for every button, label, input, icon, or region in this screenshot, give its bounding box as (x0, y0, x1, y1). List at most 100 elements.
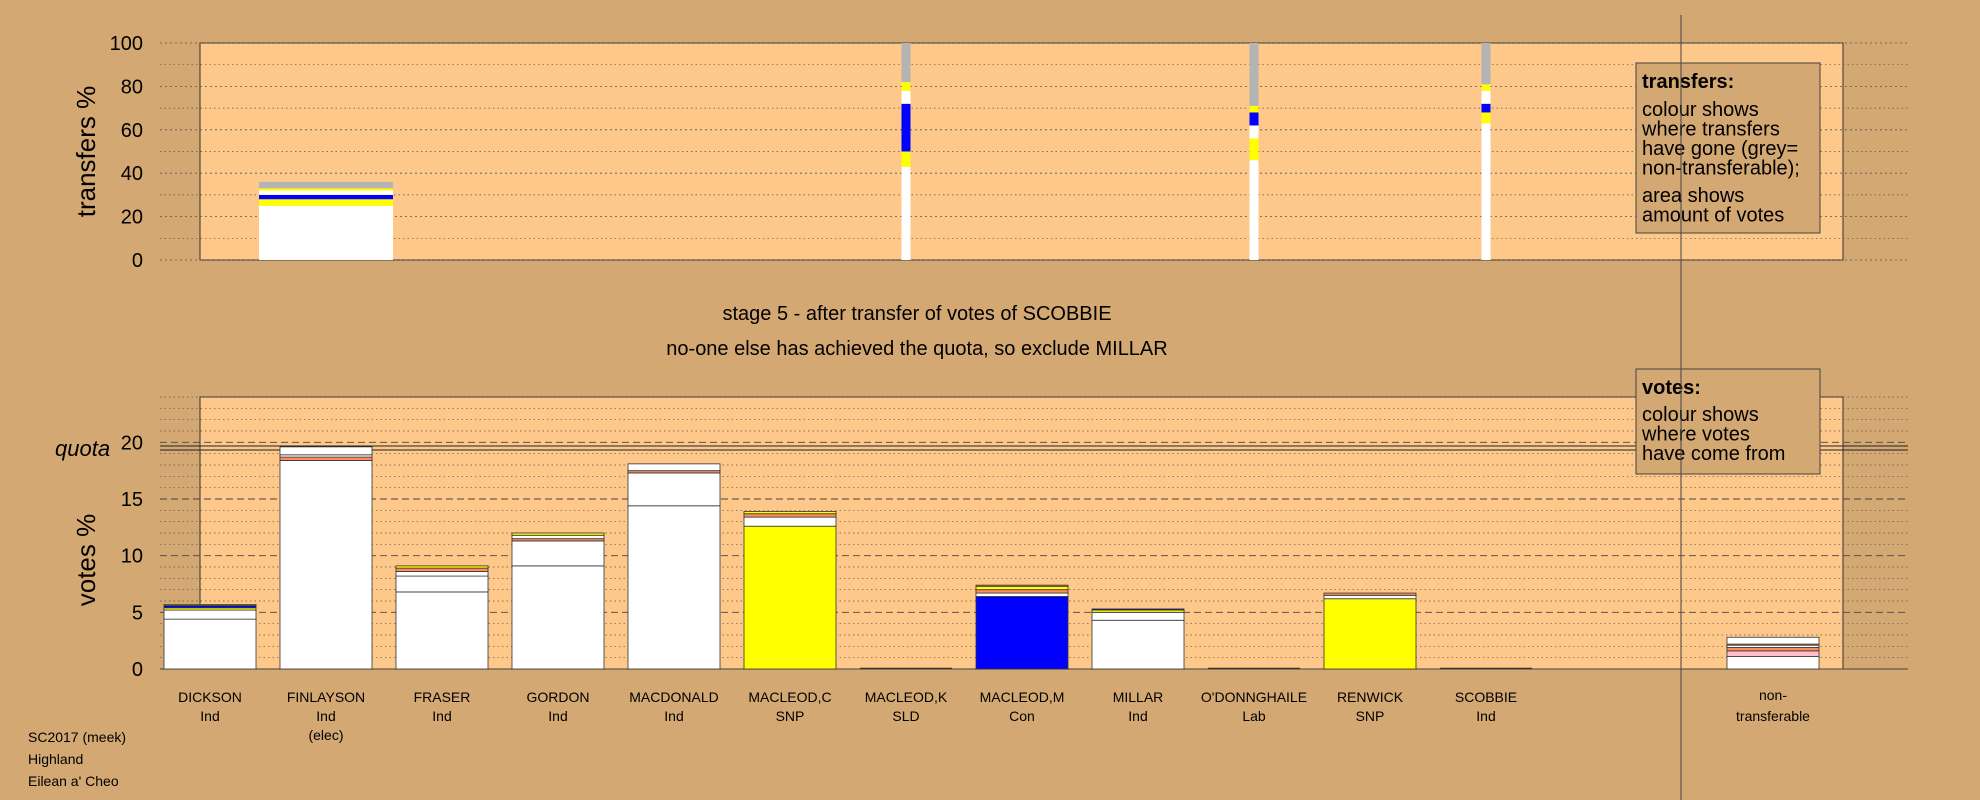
transfer-segment-scobbie (1481, 84, 1491, 91)
candidate-party-macleod-k: SLD (892, 708, 919, 724)
transfer-segment-scobbie (1481, 123, 1491, 260)
transfer-segment-macleod-k (901, 90, 911, 104)
candidate-party-dickson: Ind (200, 708, 219, 724)
transfers-y-axis-label: transfers % (71, 86, 101, 218)
votes-ytick-label: 15 (121, 489, 143, 511)
transfer-segment-o-donnghaile (1249, 105, 1259, 113)
candidate-name-scobbie: SCOBBIE (1455, 689, 1517, 705)
transfer-segment-scobbie (1481, 43, 1491, 85)
footer-line-1: SC2017 (meek) (28, 729, 126, 745)
candidate-name-gordon: GORDON (527, 689, 590, 705)
vote-bar-macleod-m-segment (975, 585, 1069, 591)
transfer-segment-macleod-k (901, 151, 911, 167)
transfers-legend-box (1635, 62, 1821, 234)
transfers-ytick-label: 60 (121, 120, 143, 142)
vote-bar-gordon-segment (511, 534, 605, 540)
vote-bar-gordon-segment (511, 565, 605, 670)
vote-bar-fraser-segment (395, 567, 489, 572)
transfer-segment-o-donnghaile (1249, 125, 1259, 139)
transfer-segment-o-donnghaile (1249, 160, 1259, 260)
votes-legend-text: where votes (1641, 424, 1750, 446)
transfers-ytick-label: 100 (110, 33, 143, 55)
votes-legend-box (1635, 368, 1821, 475)
vote-bar-finlayson-segment (279, 456, 373, 461)
transfer-segment-finlayson (259, 205, 393, 260)
candidate-party-renwick: SNP (1356, 708, 1385, 724)
vote-bar-gordon-segment (511, 540, 605, 567)
votes-legend-title: votes: (1642, 377, 1701, 399)
vote-bar-macleod-m-segment (975, 589, 1069, 594)
vote-bar-dickson-segment (163, 618, 257, 670)
vote-bar-macleod-m-segment (975, 584, 1069, 587)
votes-y-axis-label: votes % (71, 514, 101, 607)
transfer-segment-macleod-k (901, 103, 911, 152)
footer-line-2: Highland (28, 751, 83, 767)
stage-subtitle: no-one else has achieved the quota, so e… (666, 338, 1167, 360)
transfers-ytick-label: 0 (132, 250, 143, 272)
votes-legend-text: have come from (1642, 443, 1785, 465)
transfer-segment-o-donnghaile (1249, 43, 1259, 106)
candidate-name-millar: MILLAR (1113, 689, 1164, 705)
vote-bar-finlayson-segment (279, 446, 373, 456)
vote-bar-millar-segment (1091, 608, 1185, 611)
vote-bar-non-transferable-segment (1726, 656, 1820, 670)
footer-line-3: Eilean a' Cheo (28, 773, 119, 789)
candidate-name-macleod-k: MACLEOD,K (865, 689, 948, 705)
candidate-party-fraser: Ind (432, 708, 451, 724)
vote-bar-macdonald-segment (627, 472, 721, 507)
quota-label: quota (55, 436, 110, 461)
candidate-party-macleod-m: Con (1009, 708, 1035, 724)
transfers-legend-text: colour shows (1642, 99, 1759, 121)
transfers-ytick-label: 80 (121, 76, 143, 98)
transfers-ytick-label: 40 (121, 163, 143, 185)
vote-bar-millar-segment (1091, 611, 1185, 621)
vote-bar-dickson-segment (163, 609, 257, 620)
vote-bar-macleod-c-segment (743, 525, 837, 670)
vote-bar-renwick-segment (1323, 598, 1417, 670)
transfer-segment-finlayson (259, 194, 393, 200)
vote-bar-macdonald-segment (627, 463, 721, 472)
vote-bar-finlayson-segment (279, 460, 373, 670)
candidate-name-fraser: FRASER (414, 689, 471, 705)
transfers-legend-text: non-transferable); (1642, 158, 1800, 180)
transfer-segment-scobbie (1481, 112, 1491, 124)
vote-bar-non-transferable-segment (1726, 636, 1820, 645)
transfer-segment-finlayson (259, 199, 393, 206)
vote-bar-macleod-m-segment (975, 596, 1069, 670)
vote-bar-non-transferable-segment (1726, 647, 1820, 652)
transfer-segment-macleod-k (901, 166, 911, 260)
nontransferable-label: transferable (1736, 708, 1810, 724)
transfers-panel: 0 20 40 60 80 100 transfers % transfers: colour … (71, 33, 1908, 272)
transfer-segment-o-donnghaile (1249, 138, 1259, 161)
candidate-party-scobbie: Ind (1476, 708, 1495, 724)
stage-title: stage 5 - after transfer of votes of SCO… (722, 303, 1111, 325)
transfer-segment-scobbie (1481, 90, 1491, 104)
transfers-legend-text: where transfers (1641, 119, 1780, 141)
vote-bar-renwick-segment (1323, 592, 1417, 596)
transfers-legend-text: area shows (1642, 185, 1744, 207)
vote-bar-fraser-segment (395, 591, 489, 670)
transfer-segment-finlayson (259, 181, 393, 189)
candidate-party-millar: Ind (1128, 708, 1147, 724)
candidate-name-dickson: DICKSON (178, 689, 242, 705)
vote-bar-macleod-m-segment (975, 592, 1069, 597)
transfers-ytick-label: 20 (121, 207, 143, 229)
votes-ytick-label: 20 (121, 432, 143, 454)
transfers-legend-title: transfers: (1642, 71, 1734, 93)
vote-bar-macleod-c-segment (743, 511, 837, 515)
vote-bar-macleod-c-segment (743, 513, 837, 518)
transfer-segment-finlayson (259, 188, 393, 191)
vote-bar-macdonald-segment (627, 505, 721, 670)
transfer-segment-scobbie (1481, 103, 1491, 113)
candidate-party-o-donnghaile: Lab (1242, 708, 1266, 724)
candidate-party-macdonald: Ind (664, 708, 683, 724)
candidate-name-renwick: RENWICK (1337, 689, 1404, 705)
transfer-segment-o-donnghaile (1249, 112, 1259, 126)
candidate-name-macleod-c: MACLEOD,C (748, 689, 831, 705)
transfer-segment-finlayson (259, 190, 393, 195)
vote-bar-renwick-segment (1323, 594, 1417, 600)
vote-bar-millar-segment (1091, 619, 1185, 670)
transfer-segment-macleod-k (901, 43, 911, 83)
votes-panel: 0 5 10 15 20 votes % quota votes: colour showswh… (55, 368, 1908, 681)
